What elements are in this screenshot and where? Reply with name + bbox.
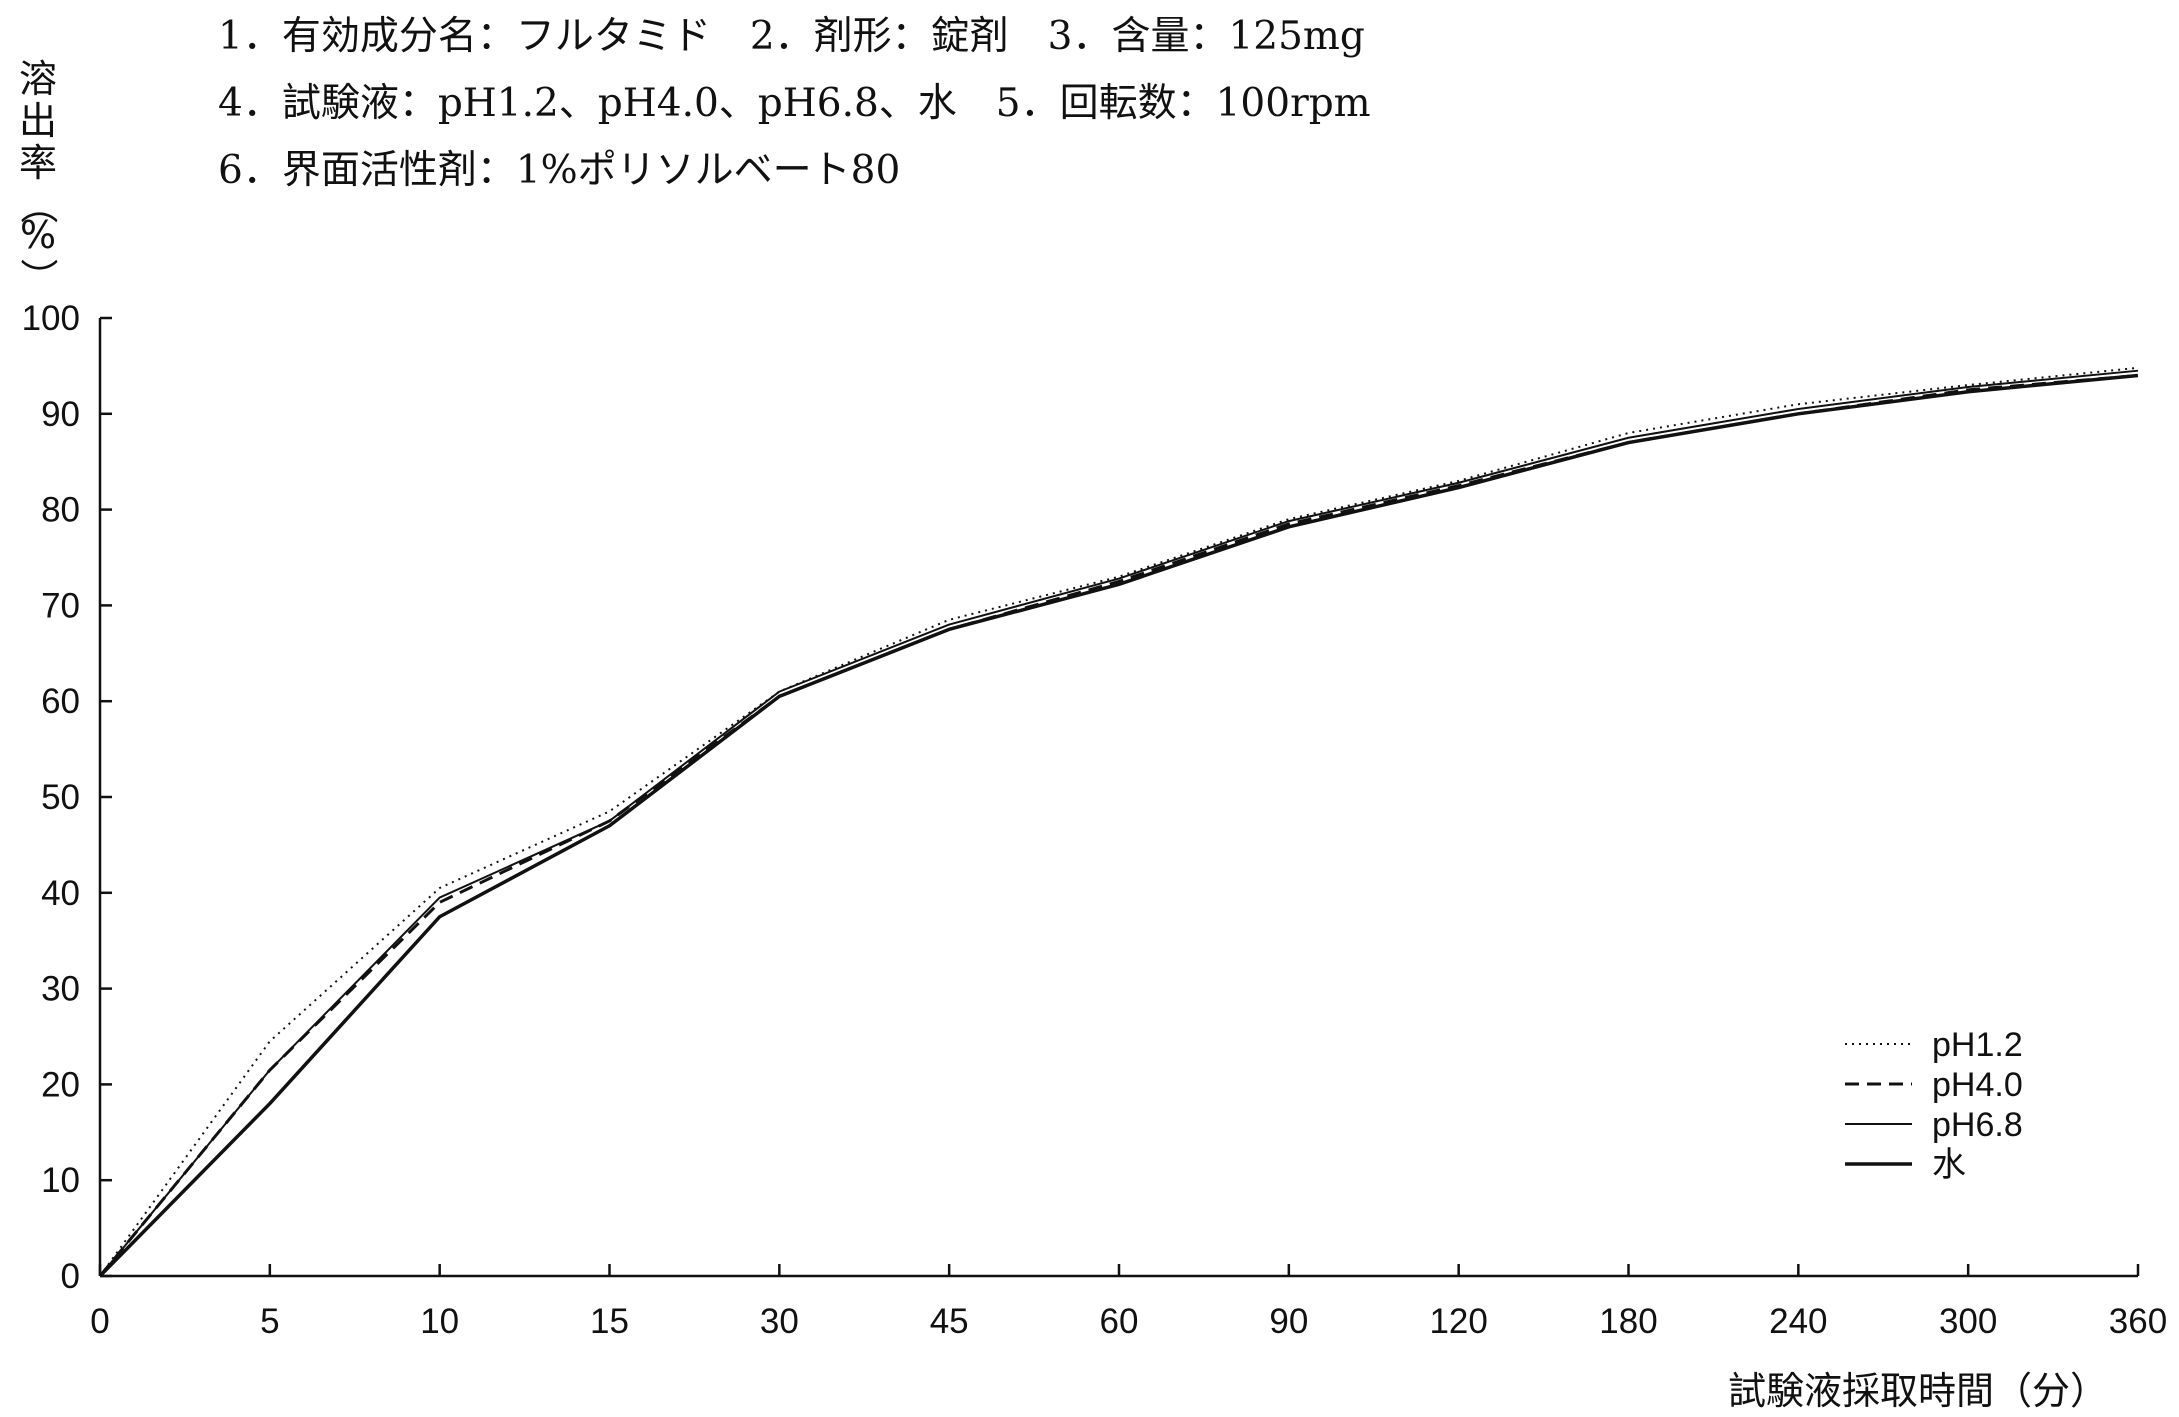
y-tick-label: 10	[41, 1161, 80, 1200]
y-tick-label: 20	[41, 1065, 80, 1104]
x-tick-label: 15	[590, 1302, 629, 1341]
axes	[98, 318, 2138, 1278]
series-line-2	[98, 373, 2139, 1277]
x-tick-label: 180	[1599, 1302, 1657, 1341]
series-line-3	[99, 369, 2139, 1277]
y-tick-label: 30	[41, 970, 80, 1009]
x-axis-ticks: 0 5 10 15 30 45 60 90 120 180 240 300 360	[90, 1264, 2167, 1341]
y-tick-label: 100	[22, 299, 80, 338]
x-tick-label: 90	[1269, 1302, 1308, 1341]
series-line-4	[98, 373, 2139, 1278]
y-tick-label: 90	[41, 395, 80, 434]
y-axis-label: 溶出率（%）	[16, 57, 60, 296]
x-tick-label: 60	[1100, 1302, 1139, 1341]
y-tick-label: 80	[41, 491, 80, 530]
x-tick-label: 360	[2109, 1302, 2167, 1341]
header-line-1: 1．有効成分名：フルタミド 2．剤形：錠剤 3．含量：125mg	[218, 14, 1365, 59]
y-axis-label-char: 溶	[19, 57, 57, 101]
x-tick-label: 5	[260, 1302, 279, 1341]
y-axis-ticks: 0 10 20 30 40 50 60 70 80 90 100	[22, 299, 112, 1296]
y-tick-label: 0	[61, 1257, 80, 1296]
y-axis-label-char: 出	[19, 99, 57, 143]
x-tick-label: 300	[1939, 1302, 1997, 1341]
chart-header: 1．有効成分名：フルタミド 2．剤形：錠剤 3．含量：125mg 4．試験液：p…	[218, 14, 1371, 193]
y-tick-label: 70	[41, 586, 80, 625]
x-tick-label: 30	[760, 1302, 799, 1341]
y-tick-label: 60	[41, 682, 80, 721]
legend-label-2: pH4.0	[1932, 1066, 2023, 1104]
y-tick-label: 50	[41, 778, 80, 817]
y-axis-label-char: ）	[16, 258, 60, 296]
x-tick-label: 10	[420, 1302, 459, 1341]
x-tick-label: 0	[90, 1302, 109, 1341]
series-line-1	[99, 366, 2139, 1277]
y-tick-label: 40	[41, 874, 80, 913]
legend-label-3: pH6.8	[1932, 1106, 2023, 1144]
y-axis-label-char: %	[20, 213, 56, 257]
y-axis-label-char: 率	[19, 141, 57, 185]
legend-label-1: pH1.2	[1932, 1026, 2023, 1064]
header-line-3: 6．界面活性剤：1%ポリソルベート80	[218, 148, 900, 193]
header-line-2: 4．試験液：pH1.2、pH4.0、pH6.8、水 5．回転数：100rpm	[218, 81, 1371, 126]
legend-label-4: 水	[1932, 1146, 1966, 1184]
x-tick-label: 240	[1769, 1302, 1827, 1341]
y-axis-label-char: （	[16, 186, 60, 224]
x-axis-label: 試験液採取時間（分）	[1728, 1369, 2108, 1413]
x-tick-label: 120	[1429, 1302, 1487, 1341]
x-tick-label: 45	[930, 1302, 969, 1341]
series-lines	[98, 366, 2139, 1278]
